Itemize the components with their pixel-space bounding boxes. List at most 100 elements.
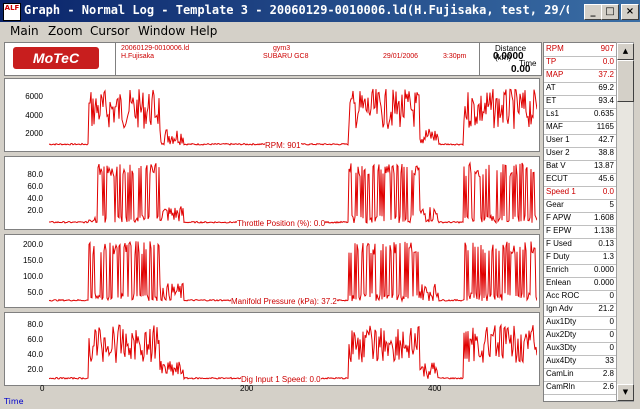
menu-help[interactable]: Help (190, 24, 218, 38)
channel-list[interactable]: RPM 907 TP 0.0 MAP 37.2 AT 69.2 ET 93.4 Ls1 0.635 MA… (543, 42, 617, 402)
channel-row[interactable]: Bat V 13.87 (544, 160, 616, 174)
y-tick: 80.0 (27, 170, 43, 179)
channel-row[interactable]: Aux2Dty 0 (544, 329, 616, 343)
channel-value: 1.138 (593, 226, 614, 235)
throttle-plot[interactable]: 80.0 60.0 40.0 20.0 Throttle Position (%… (4, 156, 540, 230)
channel-row[interactable]: User 2 38.8 (544, 147, 616, 161)
channel-name: Speed 1 (546, 187, 576, 196)
channel-row[interactable]: Aux3Dty 0 (544, 342, 616, 356)
channel-name: MAF (546, 122, 563, 131)
y-tick: 100.0 (22, 272, 43, 281)
title-bar: ALF Graph - Normal Log - Template 3 - 20… (0, 0, 640, 22)
close-button[interactable]: × (621, 4, 639, 20)
channel-name: Aux4Dty (546, 356, 577, 365)
y-tick: 40.0 (27, 194, 43, 203)
log-vehicle: SUBARU GC8 (263, 53, 309, 60)
header-divider (479, 43, 480, 75)
channel-row[interactable]: Enrich 0.000 (544, 264, 616, 278)
channel-row[interactable]: ECUT 45.6 (544, 173, 616, 187)
channel-row[interactable]: F APW 1.608 (544, 212, 616, 226)
menu-window[interactable]: Window (138, 24, 186, 38)
channel-value: 0.000 (593, 265, 614, 274)
channel-row[interactable]: Gear 5 (544, 199, 616, 213)
channel-row[interactable]: Ls1 0.635 (544, 108, 616, 122)
channel-row[interactable]: ET 93.4 (544, 95, 616, 109)
channel-value: 0.0 (602, 187, 614, 196)
channel-name: F Duty (546, 252, 570, 261)
channel-value: 45.6 (598, 174, 614, 183)
channel-name: Aux1Dty (546, 317, 577, 326)
channel-name: TP (546, 57, 557, 66)
channel-value: 0 (609, 317, 614, 326)
channel-row[interactable]: MAF 1165 (544, 121, 616, 135)
channel-value: 0 (609, 343, 614, 352)
channel-row[interactable]: F Duty 1.3 (544, 251, 616, 265)
map-plot[interactable]: 200.0 150.0 100.0 50.0 Manifold Pressure… (4, 234, 540, 308)
scroll-up-button[interactable]: ▲ (617, 43, 634, 60)
menu-main[interactable]: Main (10, 24, 39, 38)
y-tick: 80.0 (27, 320, 43, 329)
channel-value: 907 (600, 44, 614, 53)
channel-row[interactable]: Enlean 0.000 (544, 277, 616, 291)
channel-name: Aux3Dty (546, 343, 577, 352)
channel-row[interactable]: F Used 0.13 (544, 238, 616, 252)
channel-value: 1.3 (602, 252, 614, 261)
channel-value: 0.635 (593, 109, 614, 118)
menu-zoom[interactable]: Zoom (48, 24, 83, 38)
window-title: Graph - Normal Log - Template 3 - 200601… (24, 3, 569, 17)
channel-row[interactable]: TP 0.0 (544, 56, 616, 70)
minimize-button[interactable]: _ (584, 4, 602, 20)
channel-name: F EPW (546, 226, 572, 235)
channel-name: Ign Adv (546, 304, 573, 313)
y-tick: 2000 (25, 129, 43, 138)
rpm-plot[interactable]: 6000 4000 2000 RPM: 901 (4, 78, 540, 152)
channel-row[interactable]: AT 69.2 (544, 82, 616, 96)
graph-area[interactable]: 6000 4000 2000 RPM: 901 80.0 60.0 40.0 2… (0, 78, 540, 388)
x-tick: 400 (428, 384, 442, 393)
channel-value: 0.13 (598, 239, 614, 248)
channel-name: Bat V (546, 161, 566, 170)
time-label: Time (519, 59, 537, 68)
y-tick: 40.0 (27, 350, 43, 359)
channel-row[interactable]: Aux1Dty 0 (544, 316, 616, 330)
menu-bar: Main Zoom Cursor Window Help (0, 22, 640, 40)
channel-value: 69.2 (598, 83, 614, 92)
trace-line (49, 323, 537, 381)
x-axis-label: Time (0, 396, 540, 409)
channel-value: 2.6 (602, 382, 614, 391)
channel-row[interactable]: RPM 907 (544, 43, 616, 57)
channel-row[interactable]: Speed 1 0.0 (544, 186, 616, 200)
map-label: Manifold Pressure (kPa): 37.2 (231, 297, 337, 306)
menu-cursor[interactable]: Cursor (90, 24, 130, 38)
channel-row[interactable]: MAP 37.2 (544, 69, 616, 83)
channel-row[interactable]: CamLin 2.8 (544, 368, 616, 382)
scroll-down-button[interactable]: ▼ (617, 384, 634, 401)
y-tick: 6000 (25, 92, 43, 101)
scroll-thumb[interactable] (617, 60, 634, 102)
channel-name: User 1 (546, 135, 570, 144)
log-driver: H.Fujisaka (121, 53, 155, 60)
channel-name: Enlean (546, 278, 571, 287)
channel-name: MAP (546, 70, 564, 79)
channel-value: 5 (609, 200, 614, 209)
channel-scrollbar[interactable]: ▲ ▼ (616, 42, 634, 402)
channel-row[interactable]: F EPW 1.138 (544, 225, 616, 239)
log-date: 29/01/2006 (383, 53, 419, 60)
time-value: 0.00 (511, 64, 531, 75)
speed-plot[interactable]: 80.0 60.0 40.0 20.0 Dig Input 1 Speed: 0… (4, 312, 540, 386)
channel-name: User 2 (546, 148, 570, 157)
channel-row[interactable]: CamRln 2.6 (544, 381, 616, 395)
app-icon[interactable]: ALF (3, 3, 21, 21)
y-tick: 200.0 (22, 240, 43, 249)
channel-value: 2.8 (602, 369, 614, 378)
distance-value: 0.0000 (493, 51, 524, 62)
channel-row[interactable]: Ign Adv 21.2 (544, 303, 616, 317)
channel-row[interactable]: Acc ROC 0 (544, 290, 616, 304)
channel-name: RPM (546, 44, 564, 53)
maximize-button[interactable]: □ (601, 4, 619, 20)
channel-value: 38.8 (598, 148, 614, 157)
channel-row[interactable]: User 1 42.7 (544, 134, 616, 148)
y-tick: 60.0 (27, 182, 43, 191)
channel-row[interactable]: Aux4Dty 33 (544, 355, 616, 369)
log-file-name: 20060129-0010006.ld (121, 45, 190, 52)
